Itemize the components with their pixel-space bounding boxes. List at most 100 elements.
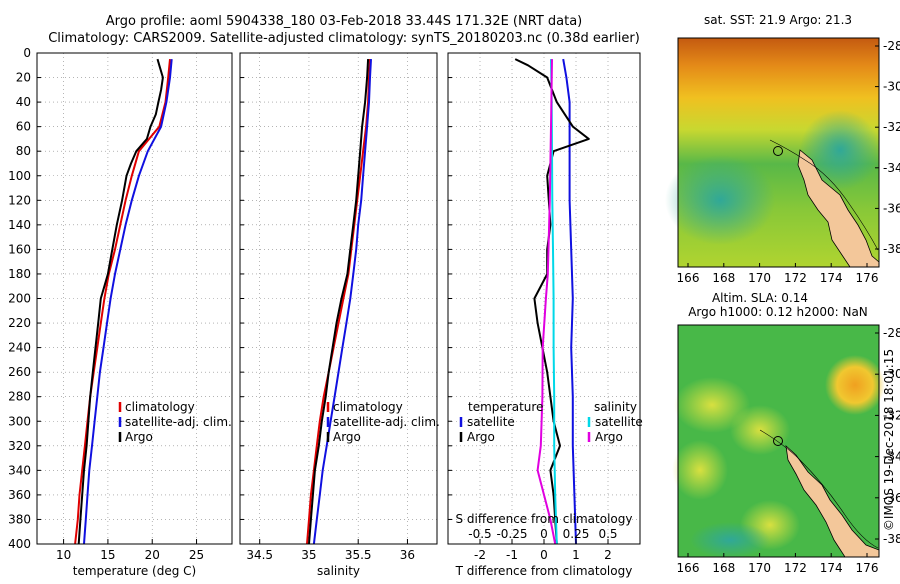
difference-panel: -2 -1 0 1 2 T difference from climatology temp… [447, 52, 643, 578]
lon-tick-label: 168 [712, 271, 735, 285]
sla-high-4 [672, 440, 728, 500]
x-tick-label: 35.5 [345, 548, 372, 562]
legend-label: Argo [333, 430, 361, 444]
lat-tick-label: -28 [883, 39, 900, 53]
series-argo [77, 58, 164, 545]
sst-map-axes: -28 -30 -32 -34 -36 -38 166 168 170 172 174 176 [677, 39, 900, 285]
y-tick-label: 200 [8, 292, 31, 306]
x-tick-label: 20 [145, 548, 160, 562]
lat-tick-label: -32 [883, 408, 900, 422]
lat-tick-label: -36 [883, 201, 900, 215]
x-tick-label: 15 [100, 548, 115, 562]
sst-map-title: sat. SST: 21.9 Argo: 21.3 [704, 13, 852, 27]
y-tick-label: 360 [8, 488, 31, 502]
axes-frame [239, 52, 438, 545]
x-tick-label: 25 [189, 548, 204, 562]
legend-label: satellite [595, 415, 643, 429]
x-axis-label-top: S difference from climatology [456, 512, 633, 526]
lat-tick-label: -36 [883, 491, 900, 505]
lat-tick-label: -38 [883, 532, 900, 546]
lat-tick-label: -34 [883, 450, 900, 464]
salinity-panel: 34.5 35 35.5 36 salinity climatologysatellite… [239, 52, 440, 578]
y-tick-label: 340 [8, 463, 31, 477]
lon-tick-label: 172 [784, 271, 807, 285]
y-tick-label: 140 [8, 218, 31, 232]
sla-high-2 [674, 377, 750, 433]
sla-contour [759, 429, 879, 549]
legend-label: satellite-adj. clim. [125, 415, 232, 429]
x-tick-label-top: 0.25 [563, 527, 590, 541]
lat-tick-label: -30 [883, 367, 900, 381]
lon-tick-label: 174 [820, 561, 843, 575]
lon-tick-label: 176 [856, 561, 879, 575]
legend-label: climatology [333, 400, 403, 414]
sla-map [672, 324, 885, 558]
y-tick-label: 160 [8, 242, 31, 256]
y-tick-label: 220 [8, 316, 31, 330]
y-tick-label: 80 [16, 144, 31, 158]
x-axis-label: temperature (deg C) [73, 564, 196, 578]
legend-title: salinity [594, 400, 637, 414]
sst-frame [677, 37, 880, 268]
legend-label: satellite-adj. clim. [333, 415, 440, 429]
x-tick-label: 0 [540, 548, 548, 562]
x-tick-label-top: 0.5 [598, 527, 617, 541]
legend-label: Argo [467, 430, 495, 444]
x-tick-label: 36 [400, 548, 415, 562]
y-tick-label: 60 [16, 120, 31, 134]
legend-label: Argo [595, 430, 623, 444]
series-climatology [306, 59, 371, 545]
x-tick-label: -1 [506, 548, 518, 562]
y-tick-label: 280 [8, 390, 31, 404]
legend-label: satellite [467, 415, 515, 429]
sla-frame [677, 324, 880, 558]
sst-cool-patch-2 [800, 110, 880, 190]
legend-label: climatology [125, 400, 195, 414]
x-tick-label-top: -0.25 [496, 527, 527, 541]
y-tick-label: 100 [8, 169, 31, 183]
lat-tick-label: -30 [883, 80, 900, 94]
lon-tick-label: 170 [748, 561, 771, 575]
lon-tick-label: 168 [712, 561, 735, 575]
lat-tick-label: -32 [883, 120, 900, 134]
y-tick-label: 400 [8, 537, 31, 551]
series-climatology [74, 59, 171, 545]
sst-contour [769, 139, 879, 251]
y-tick-label: 20 [16, 71, 31, 85]
sla-map-title-2: Argo h1000: 0.12 h2000: NaN [688, 305, 868, 319]
series-s-satellite [550, 59, 558, 545]
y-tick-label: 380 [8, 512, 31, 526]
legend-title: temperature [468, 400, 543, 414]
y-tick-label: 180 [8, 267, 31, 281]
sla-high-1 [825, 355, 885, 415]
lat-tick-label: -38 [883, 242, 900, 256]
sla-map-axes: -28 -30 -32 -34 -36 -38 166 168 170 172 174 176 [677, 326, 900, 575]
lon-tick-label: 170 [748, 271, 771, 285]
y-tick-label: 320 [8, 439, 31, 453]
lat-tick-label: -28 [883, 326, 900, 340]
series-s-argo [536, 59, 557, 545]
series-satellite-adj-clim- [312, 59, 372, 545]
sst-map [665, 37, 880, 268]
x-tick-label: 2 [604, 548, 612, 562]
y-tick-label: 260 [8, 365, 31, 379]
axes-frame [36, 52, 233, 545]
lat-tick-label: -34 [883, 161, 900, 175]
x-tick-label: -2 [474, 548, 486, 562]
x-tick-label-top: 0 [540, 527, 548, 541]
lon-tick-label: 174 [820, 271, 843, 285]
lon-tick-label: 172 [784, 561, 807, 575]
y-tick-label: 0 [23, 46, 31, 60]
sla-argo-marker [773, 436, 783, 446]
x-tick-label-top: -0.5 [468, 527, 491, 541]
x-tick-label: 35 [301, 548, 316, 562]
sla-map-title-1: Altim. SLA: 0.14 [712, 291, 808, 305]
series-t-satellite [562, 58, 577, 545]
sst-cool-patch [665, 155, 775, 245]
x-tick-label: 1 [572, 548, 580, 562]
y-tick-label: 120 [8, 193, 31, 207]
series-satellite-adj-clim- [83, 59, 173, 545]
y-tick-label: 240 [8, 341, 31, 355]
